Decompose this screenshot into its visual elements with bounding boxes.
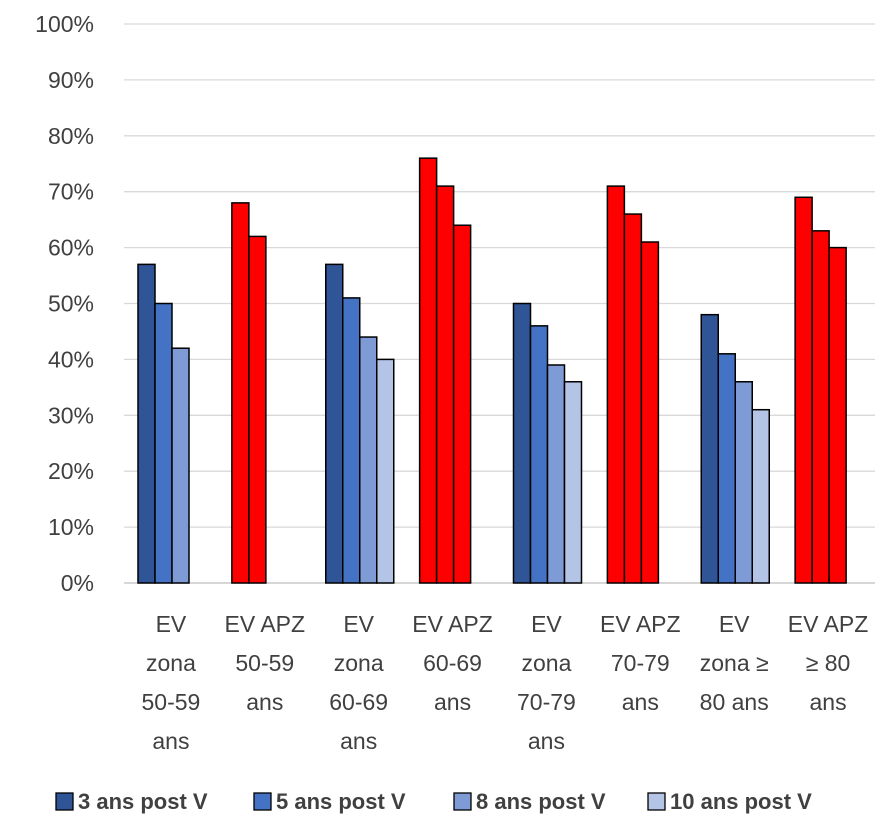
- bar-zona-series-3: [171, 347, 190, 584]
- bar-zona-series-4: [376, 358, 395, 584]
- bar-zona-series-1: [512, 302, 532, 584]
- bar-apz-series-3: [452, 224, 472, 584]
- x-category-label: EV: [719, 611, 750, 637]
- x-category-label: EV APZ: [225, 611, 306, 637]
- x-category-label: ans: [152, 728, 189, 754]
- x-category-label: zona: [334, 650, 384, 676]
- bar-zona-series-3: [734, 381, 753, 584]
- x-category-label: EV: [156, 611, 187, 637]
- y-tick-label: 30%: [48, 402, 94, 428]
- legend-label: 10 ans post V: [670, 789, 812, 814]
- y-tick-label: 90%: [48, 67, 94, 93]
- y-tick-label: 20%: [48, 458, 94, 484]
- x-category-label: ans: [340, 728, 377, 754]
- x-category-label: 50-59: [142, 689, 201, 715]
- legend-swatch: [453, 792, 472, 811]
- x-category-label: zona ≥: [700, 650, 769, 676]
- x-category-label: EV: [531, 611, 562, 637]
- bar-apz-series-3: [828, 246, 847, 584]
- legend-label: 8 ans post V: [476, 789, 606, 814]
- bar-apz-series-2: [248, 235, 267, 584]
- bar-zona-series-1: [325, 263, 344, 584]
- bar-apz-series-1: [606, 185, 626, 584]
- legend-swatch: [253, 792, 272, 811]
- x-category-label: EV: [343, 611, 374, 637]
- legend-label: 3 ans post V: [78, 789, 208, 814]
- x-category-label: EV APZ: [600, 611, 681, 637]
- y-tick-label: 0%: [61, 570, 94, 596]
- x-category-label: EV APZ: [412, 611, 493, 637]
- y-axis-tick-labels: 0% 10% 20% 30% 40% 50% 60% 70% 80% 90% 100%: [35, 11, 94, 596]
- y-tick-label: 10%: [48, 514, 94, 540]
- x-category-label: EV APZ: [788, 611, 869, 637]
- bar-apz-series-1: [418, 157, 438, 584]
- bar-zona-series-4: [751, 408, 770, 584]
- bar-apz-series-1: [794, 196, 813, 584]
- x-category-label: zona: [522, 650, 572, 676]
- bar-apz-series-2: [623, 213, 643, 584]
- bar-apz-series-3: [640, 241, 660, 584]
- x-category-label: ans: [622, 689, 659, 715]
- y-tick-label: 70%: [48, 179, 94, 205]
- bar-apz-series-1: [231, 202, 250, 584]
- y-tick-label: 100%: [35, 11, 94, 37]
- bar-apz-series-2: [435, 185, 455, 584]
- x-category-label: ≥ 80: [806, 650, 851, 676]
- y-tick-label: 60%: [48, 235, 94, 261]
- bar-zona-series-2: [154, 302, 173, 584]
- bar-zona-series-2: [529, 325, 549, 584]
- x-axis-category-labels: EV zona 50-59 ans EV APZ 50-59 ans EV zona 60-69 a…: [142, 611, 869, 754]
- x-category-label: ans: [528, 728, 565, 754]
- x-category-label: ans: [246, 689, 283, 715]
- legend-swatch: [647, 792, 666, 811]
- bar-zona-series-1: [137, 263, 156, 584]
- x-category-label: ans: [810, 689, 847, 715]
- legend-swatch: [55, 792, 74, 811]
- bars: [137, 157, 847, 584]
- y-tick-label: 50%: [48, 291, 94, 317]
- bar-zona-series-3: [546, 364, 566, 584]
- y-tick-label: 80%: [48, 123, 94, 149]
- y-tick-label: 40%: [48, 346, 94, 372]
- bar-zona-series-3: [359, 336, 378, 584]
- x-category-label: 70-79: [611, 650, 670, 676]
- bar-zona-series-2: [717, 353, 736, 584]
- x-category-label: 50-59: [235, 650, 294, 676]
- bar-zona-series-2: [342, 297, 361, 584]
- x-category-label: 60-69: [423, 650, 482, 676]
- bar-zona-series-4: [563, 381, 583, 584]
- bar-apz-series-2: [811, 230, 830, 584]
- x-category-label: zona: [146, 650, 196, 676]
- x-category-label: ans: [434, 689, 471, 715]
- legend-label: 5 ans post V: [276, 789, 406, 814]
- x-category-label: 60-69: [329, 689, 388, 715]
- bar-zona-series-1: [700, 313, 719, 584]
- legend: 3 ans post V 5 ans post V 8 ans post V 10 a…: [55, 789, 812, 814]
- x-category-label: 70-79: [517, 689, 576, 715]
- x-category-label: 80 ans: [700, 689, 769, 715]
